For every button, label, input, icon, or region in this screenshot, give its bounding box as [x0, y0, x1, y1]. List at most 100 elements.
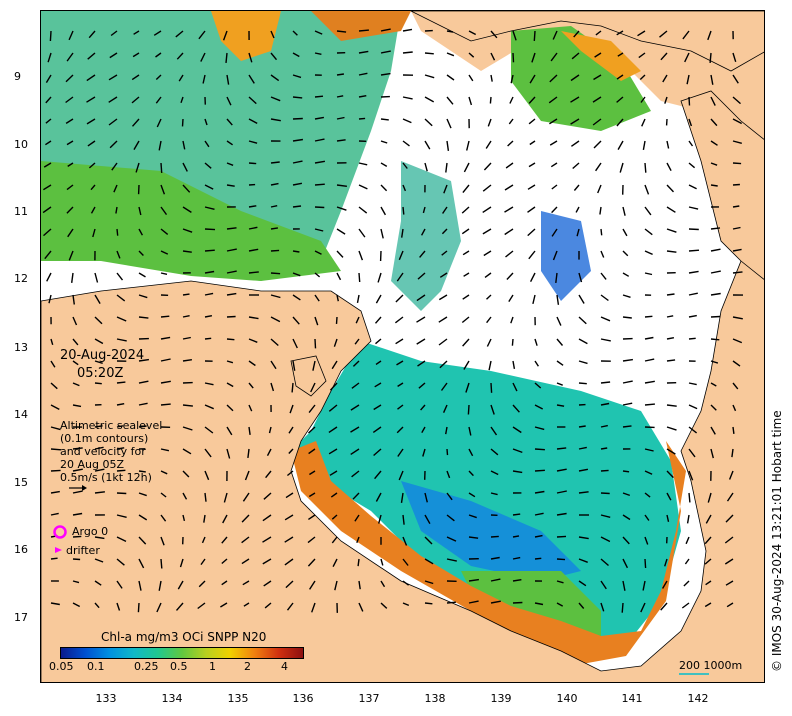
velocity-arrow	[592, 118, 602, 126]
velocity-arrow	[529, 272, 536, 283]
velocity-arrow	[328, 426, 338, 433]
velocity-arrow	[688, 448, 696, 458]
velocity-arrow	[534, 557, 542, 560]
velocity-arrow	[666, 250, 677, 253]
velocity-arrow	[72, 360, 79, 366]
velocity-arrow	[644, 492, 651, 498]
velocity-arrow	[600, 402, 610, 406]
velocity-arrow	[446, 52, 455, 57]
velocity-arrow	[314, 272, 321, 278]
velocity-arrow	[248, 248, 259, 252]
velocity-arrow	[622, 492, 631, 497]
velocity-arrow	[424, 536, 433, 545]
velocity-arrow	[512, 535, 520, 538]
velocity-arrow	[468, 536, 479, 539]
velocity-arrow	[446, 514, 455, 522]
velocity-arrow	[441, 250, 448, 256]
velocity-arrow	[43, 162, 52, 168]
velocity-arrow	[153, 30, 162, 36]
velocity-arrow	[116, 272, 124, 281]
velocity-arrow	[443, 184, 448, 194]
map-canvas[interactable]	[41, 11, 765, 683]
velocity-arrow	[176, 52, 184, 60]
x-tick-137: 137	[358, 692, 380, 705]
velocity-arrow	[226, 270, 237, 274]
velocity-arrow	[419, 250, 426, 258]
velocity-arrow	[226, 382, 234, 388]
x-tick-141: 141	[621, 692, 643, 705]
colorbar-title: Chl-a mg/m3 OCi SNPP N20	[101, 630, 267, 644]
velocity-arrow	[200, 52, 206, 62]
velocity-arrow	[465, 382, 470, 393]
velocity-arrow	[600, 424, 608, 428]
velocity-arrow	[622, 294, 631, 298]
velocity-arrow	[682, 30, 690, 40]
colorbar-tick-2: 0.25	[134, 660, 159, 673]
velocity-arrow	[66, 52, 74, 62]
velocity-arrow	[380, 184, 388, 192]
velocity-arrow	[331, 536, 338, 544]
velocity-arrow	[666, 162, 672, 172]
velocity-arrow	[94, 558, 104, 563]
velocity-arrow	[397, 404, 404, 410]
velocity-arrow	[243, 602, 250, 607]
velocity-arrow	[644, 250, 653, 256]
velocity-arrow	[116, 294, 126, 302]
velocity-arrow	[600, 294, 609, 302]
velocity-arrow	[65, 118, 74, 124]
velocity-arrow	[688, 162, 696, 169]
velocity-arrow	[600, 447, 608, 450]
velocity-arrow	[65, 96, 74, 104]
x-tick-136: 136	[292, 692, 314, 705]
velocity-arrow	[380, 602, 388, 609]
velocity-arrow	[221, 558, 228, 565]
velocity-arrow	[424, 52, 434, 55]
velocity-arrow	[644, 336, 654, 340]
velocity-arrow	[292, 96, 303, 99]
velocity-arrow	[358, 162, 368, 166]
y-tick-9: 9	[14, 70, 21, 83]
velocity-arrow	[314, 116, 325, 120]
velocity-arrow	[644, 315, 653, 318]
velocity-arrow	[622, 514, 631, 521]
velocity-arrow	[113, 184, 118, 193]
velocity-arrow	[732, 226, 741, 230]
velocity-arrow	[725, 514, 734, 523]
velocity-arrow	[204, 448, 212, 458]
velocity-arrow	[270, 52, 278, 61]
velocity-arrow	[182, 140, 186, 150]
velocity-arrow	[578, 294, 585, 304]
velocity-arrow	[622, 425, 632, 428]
velocity-arrow	[380, 28, 391, 32]
velocity-arrow	[710, 315, 721, 318]
velocity-arrow	[642, 580, 646, 591]
velocity-arrow	[644, 162, 647, 173]
velocity-arrow	[462, 184, 470, 194]
velocity-arrow	[534, 382, 542, 389]
velocity-arrow	[600, 580, 607, 590]
velocity-arrow	[182, 470, 190, 478]
velocity-arrow	[72, 602, 81, 608]
velocity-arrow	[446, 74, 455, 81]
velocity-arrow	[463, 360, 470, 370]
velocity-arrow	[490, 404, 495, 415]
velocity-arrow	[270, 227, 279, 230]
velocity-arrow	[314, 338, 317, 349]
velocity-arrow	[556, 447, 567, 450]
velocity-arrow	[461, 316, 470, 324]
velocity-arrow	[223, 492, 228, 503]
velocity-arrow	[732, 162, 742, 165]
velocity-arrow	[417, 360, 426, 367]
velocity-arrow	[310, 382, 316, 393]
velocity-arrow	[329, 382, 338, 391]
velocity-arrow	[622, 380, 633, 384]
velocity-arrow	[314, 160, 326, 164]
velocity-arrow	[461, 206, 470, 214]
velocity-arrow	[292, 360, 296, 371]
velocity-arrow	[466, 140, 470, 151]
velocity-arrow	[555, 272, 558, 283]
velocity-arrow	[377, 272, 382, 283]
velocity-arrow	[688, 228, 699, 231]
velocity-arrow	[531, 52, 536, 63]
velocity-arrow	[556, 558, 566, 561]
